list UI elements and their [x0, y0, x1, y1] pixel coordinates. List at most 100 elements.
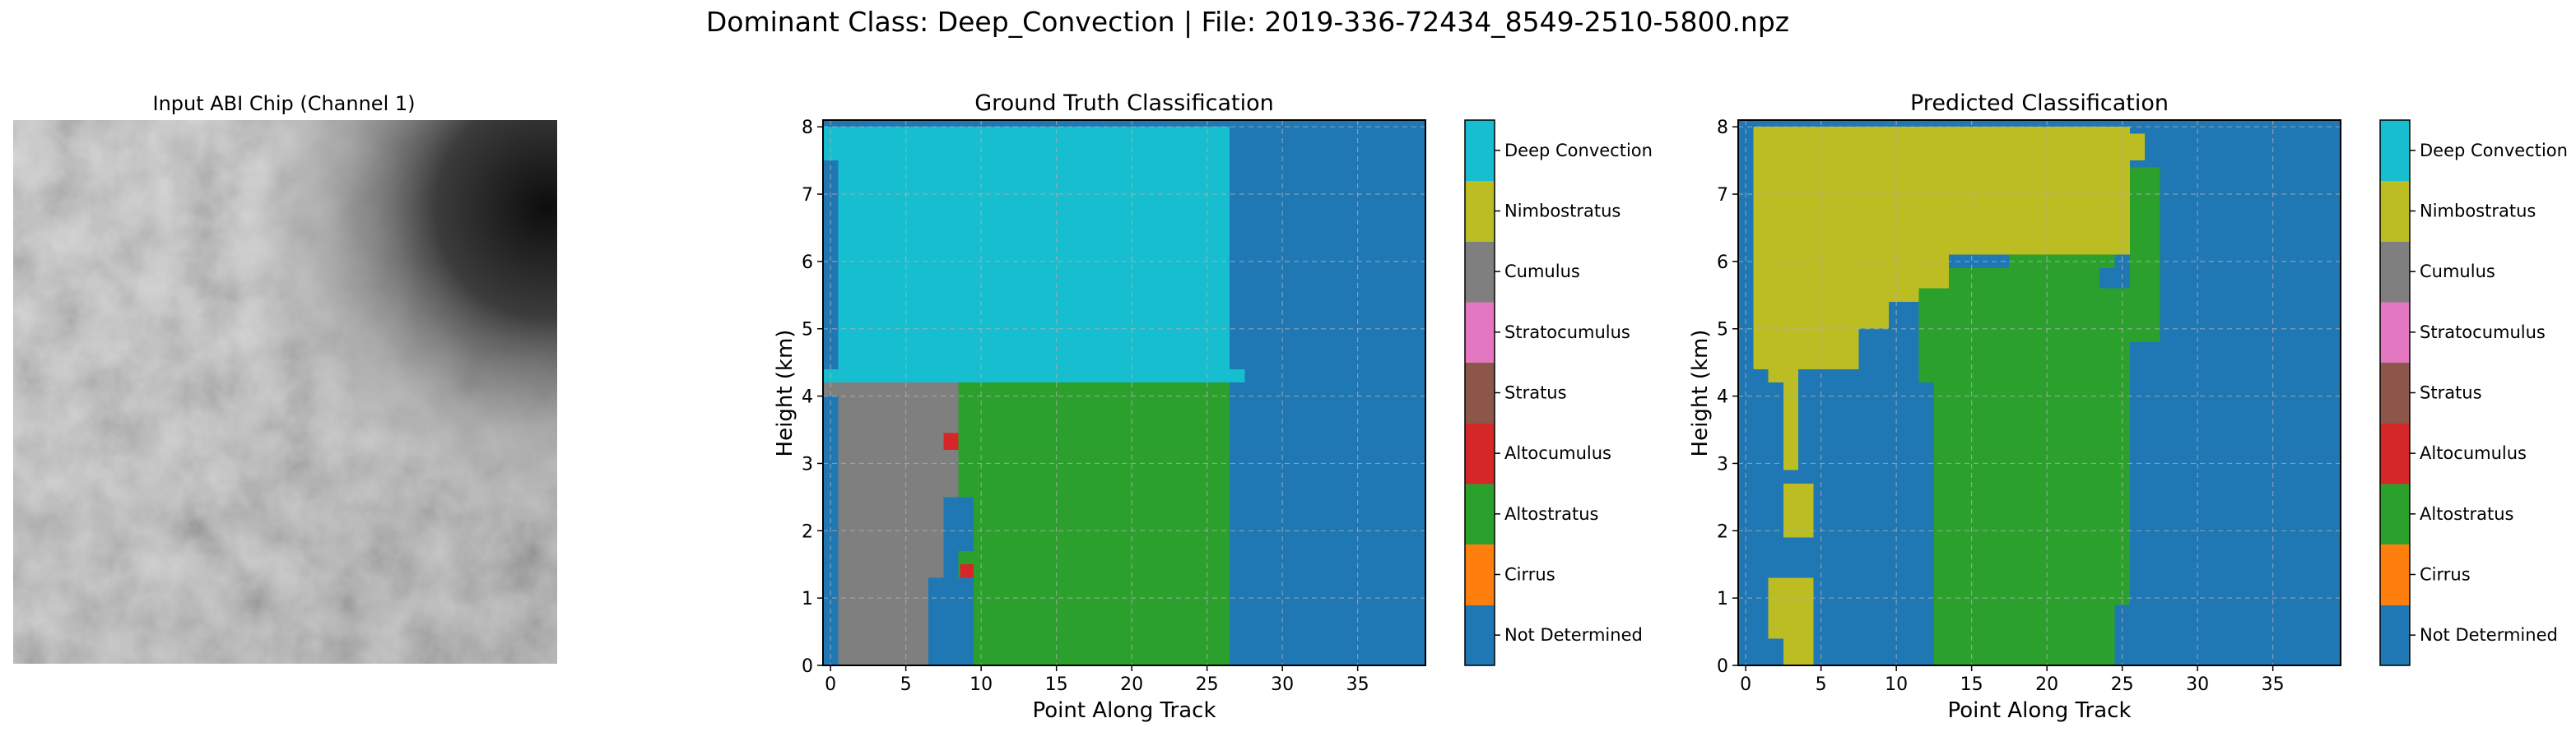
ground-truth-y-label: Height (km)	[773, 330, 797, 457]
ground-truth-colorbar-label-nimbostratus: Nimbostratus	[1504, 202, 1620, 221]
ground-truth-cell-not-determined	[943, 497, 959, 578]
ground-truth-cell-deep-convection	[1230, 368, 1245, 383]
ground-truth-x-tick-label: 10	[969, 674, 993, 695]
ground-truth-y-tick-label: 7	[802, 185, 813, 206]
predicted-x-tick-label: 20	[2035, 674, 2058, 695]
ground-truth-y-ticks: 0 1 2 3 4 5 6 7 8	[802, 118, 823, 677]
ground-truth-x-tick-label: 15	[1045, 674, 1068, 695]
ground-truth-x-tick-label: 20	[1120, 674, 1143, 695]
predicted-cell-altostratus	[2129, 167, 2160, 343]
predicted-y-tick-label: 0	[1717, 656, 1728, 677]
predicted-x-tick-label: 10	[1885, 674, 1908, 695]
ground-truth-x-tick-label: 0	[825, 674, 836, 695]
predicted-y-tick-label: 1	[1717, 589, 1728, 609]
ground-truth-y-tick-label: 3	[802, 454, 813, 475]
predicted-panel: 0 5 10 15 20 25 30 35 0 1 2 3 4 5 6 7 8 Predicted Class…	[1688, 90, 2568, 723]
predicted-colorbar: Not Determined Cirrus Altostratus Altocumul…	[2379, 119, 2568, 666]
predicted-colorbar-swatch-stratus	[2380, 362, 2410, 424]
predicted-x-tick-label: 0	[1740, 674, 1751, 695]
predicted-colorbar-label-nimbostratus: Nimbostratus	[2420, 202, 2536, 221]
predicted-y-tick-label: 5	[1717, 320, 1728, 341]
predicted-colorbar-swatch-cirrus	[2380, 544, 2410, 605]
predicted-y-tick-label: 2	[1717, 521, 1728, 542]
predicted-colorbar-swatch-not-determined	[2380, 605, 2410, 666]
predicted-y-ticks: 0 1 2 3 4 5 6 7 8	[1717, 118, 1738, 677]
ground-truth-cell-not-determined	[958, 577, 974, 665]
predicted-x-tick-label: 5	[1816, 674, 1827, 695]
predicted-x-label: Point Along Track	[1947, 698, 2131, 723]
predicted-colorbar-swatch-altocumulus	[2380, 423, 2410, 484]
ground-truth-y-tick-label: 6	[802, 252, 813, 273]
predicted-cell-not-determined	[1918, 382, 1934, 665]
ground-truth-colorbar-swatch-stratus	[1465, 362, 1495, 424]
predicted-cell-nimbostratus	[1768, 368, 1799, 383]
predicted-y-tick-label: 6	[1717, 252, 1728, 273]
ground-truth-colorbar-swatch-stratocumulus	[1465, 302, 1495, 364]
predicted-colorbar-label-altostratus: Altostratus	[2420, 504, 2513, 524]
predicted-colorbar-label-altocumulus: Altocumulus	[2420, 443, 2527, 463]
predicted-colorbar-swatch-cumulus	[2380, 241, 2410, 303]
input-image-title: Input ABI Chip (Channel 1)	[152, 92, 415, 115]
predicted-x-ticks: 0 5 10 15 20 25 30 35	[1740, 665, 2285, 695]
predicted-cell-altostratus	[1918, 288, 2130, 665]
predicted-cell-nimbostratus	[1753, 127, 2130, 255]
ground-truth-cell-altocumulus	[960, 564, 974, 578]
ground-truth-colorbar-swatch-deep-convection	[1465, 120, 1495, 182]
ground-truth-colorbar-swatch-nimbostratus	[1465, 180, 1495, 242]
predicted-colorbar-label-stratus: Stratus	[2420, 383, 2482, 403]
ground-truth-y-tick-label: 0	[802, 656, 813, 677]
predicted-colorbar-label-cumulus: Cumulus	[2420, 262, 2495, 281]
predicted-axes-frame	[1737, 119, 2341, 666]
predicted-colorbar-frame	[2379, 119, 2411, 666]
predicted-x-tick-label: 25	[2111, 674, 2134, 695]
ground-truth-grid	[823, 120, 1425, 666]
predicted-colorbar-swatch-stratocumulus	[2380, 302, 2410, 364]
ground-truth-colorbar-label-stratocumulus: Stratocumulus	[1504, 322, 1630, 342]
predicted-cell-altostratus	[1949, 268, 2100, 289]
predicted-cell-nimbostratus	[1858, 254, 1889, 329]
ground-truth-colorbar-swatch-cirrus	[1465, 544, 1495, 605]
ground-truth-colorbar: Not Determined Cirrus Altostratus Altocumul…	[1464, 119, 1653, 666]
ground-truth-cell-not-determined	[823, 160, 839, 369]
predicted-y-tick-label: 8	[1717, 118, 1728, 138]
ground-truth-x-tick-label: 25	[1196, 674, 1219, 695]
ground-truth-x-ticks: 0 5 10 15 20 25 30 35	[825, 665, 1369, 695]
predicted-cell-nimbostratus	[1783, 382, 1799, 470]
ground-truth-colorbar-label-cirrus: Cirrus	[1504, 565, 1555, 585]
predicted-cell-nimbostratus	[1889, 254, 1919, 302]
ground-truth-x-tick-label: 30	[1271, 674, 1294, 695]
ground-truth-colorbar-swatch-altostratus	[1465, 484, 1495, 545]
ground-truth-colorbar-label-altocumulus: Altocumulus	[1504, 443, 1611, 463]
ground-truth-x-label: Point Along Track	[1032, 698, 1216, 723]
ground-truth-colorbar-swatch-altocumulus	[1465, 423, 1495, 484]
predicted-heatmap	[1738, 120, 2341, 665]
ground-truth-y-tick-label: 5	[802, 320, 813, 341]
predicted-cell-nimbostratus	[1768, 577, 1814, 639]
predicted-x-tick-label: 35	[2262, 674, 2285, 695]
figure-suptitle: Dominant Class: Deep_Convection | File: …	[706, 6, 1789, 38]
predicted-y-tick-label: 4	[1717, 387, 1728, 408]
ground-truth-colorbar-label-deep-convection: Deep Convection	[1504, 141, 1653, 160]
ground-truth-heatmap	[823, 120, 1425, 665]
ground-truth-y-tick-label: 4	[802, 387, 813, 408]
predicted-title: Predicted Classification	[1910, 90, 2169, 116]
ground-truth-colorbar-label-not-determined: Not Determined	[1504, 625, 1643, 645]
ground-truth-cell-not-determined	[928, 577, 959, 665]
ground-truth-cell-deep-convection	[823, 127, 1230, 383]
ground-truth-colorbar-swatch-not-determined	[1465, 605, 1495, 666]
ground-truth-panel: 0 5 10 15 20 25 30 35 0 1 2 3 4 5 6 7 8 Ground Truth Cl…	[773, 90, 1653, 723]
ground-truth-colorbar-label-stratus: Stratus	[1504, 383, 1567, 403]
predicted-cell-nimbostratus	[1753, 254, 1859, 369]
predicted-colorbar-swatch-altostratus	[2380, 484, 2410, 545]
predicted-colorbar-swatch-nimbostratus	[2380, 180, 2410, 242]
predicted-colorbar-label-stratocumulus: Stratocumulus	[2420, 322, 2546, 342]
ground-truth-x-tick-label: 35	[1346, 674, 1369, 695]
predicted-colorbar-label-cirrus: Cirrus	[2420, 565, 2471, 585]
predicted-cell-nimbostratus	[1783, 484, 1814, 538]
ground-truth-cell-cumulus	[838, 544, 844, 578]
ground-truth-colorbar-label-altostratus: Altostratus	[1504, 504, 1598, 524]
ground-truth-cell-not-determined	[958, 497, 974, 551]
ground-truth-colorbar-frame	[1464, 119, 1495, 666]
input-image-panel: Input ABI Chip (Channel 1)	[13, 92, 557, 664]
